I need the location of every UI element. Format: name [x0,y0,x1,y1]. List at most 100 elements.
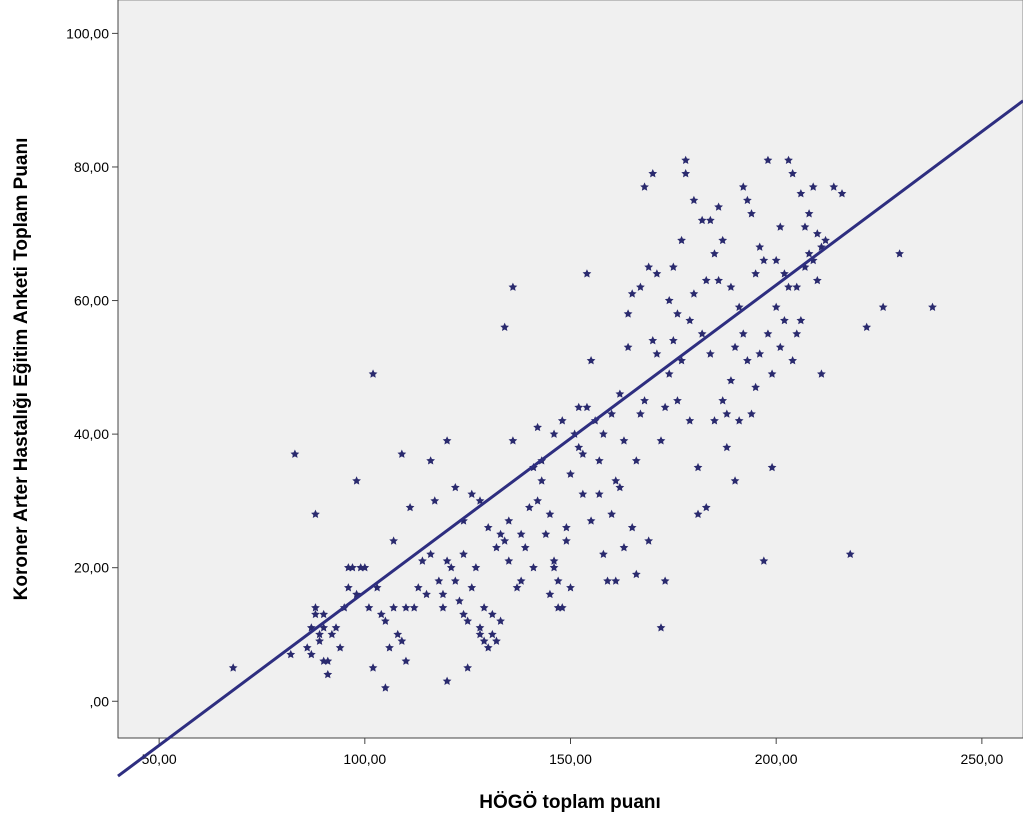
data-point [775,342,785,352]
data-point [401,656,411,665]
y-tick-label: 20,00 [74,560,109,576]
data-point [524,502,534,512]
data-point [664,295,674,305]
data-point [327,629,337,639]
data-point [743,195,752,205]
data-point [471,563,481,572]
data-point [734,416,744,425]
data-point [475,623,485,632]
data-point [372,583,382,592]
y-axis-title: Koroner Arter Hastalığı Eğitim Anketi To… [11,138,32,601]
data-point [677,235,686,245]
data-point [459,516,468,525]
data-point [627,289,637,298]
data-point [767,369,777,378]
data-point [545,589,555,599]
data-point [652,269,662,278]
data-point [812,229,822,238]
data-point [586,516,596,525]
data-point [549,556,559,565]
data-point [862,322,872,331]
data-point [644,536,654,545]
data-point [763,329,773,338]
data-point [738,182,748,191]
data-point [771,302,781,311]
data-point [228,663,238,672]
data-point [652,349,662,358]
y-tick-label: 40,00 [74,426,109,442]
data-point [541,529,551,539]
data-point [804,209,814,218]
data-point [315,629,324,639]
data-point [730,476,740,485]
data-point [685,315,695,325]
data-point [533,422,542,432]
data-point [784,155,793,165]
x-axis-ticks: 50,00 100,00 150,00 200,00 250,00 [142,738,1003,767]
data-point [718,235,728,245]
data-point [434,576,444,585]
data-points [228,155,937,692]
data-point [323,669,333,679]
data-point [730,342,740,352]
data-point [722,409,732,418]
data-point [722,442,732,452]
data-point [508,282,518,291]
data-point [508,436,518,445]
data-point [718,396,728,405]
data-point [627,523,637,532]
y-tick-label: 100,00 [66,25,109,41]
data-point [418,556,427,565]
data-point [343,583,353,592]
data-point [705,215,715,225]
data-point [804,249,814,258]
data-point [467,489,477,498]
data-point [455,596,464,605]
data-point [928,302,937,311]
data-point [483,643,493,652]
data-point [496,616,505,625]
data-point [763,155,773,165]
data-point [389,603,398,612]
data-point [409,603,419,612]
data-point [323,656,333,665]
data-point [352,476,361,485]
data-point [553,576,563,585]
data-point [599,429,608,438]
data-point [656,623,666,632]
data-point [619,543,629,552]
data-point [311,603,320,612]
data-point [685,416,695,425]
data-point [792,282,802,291]
data-point [368,369,378,378]
data-point [376,609,386,619]
data-point [348,563,357,572]
data-point [759,556,769,565]
data-point [545,509,555,518]
data-point [364,603,374,612]
data-point [611,576,621,585]
data-point [483,523,493,532]
data-point [442,556,452,565]
data-point [701,502,711,512]
data-point [895,249,904,258]
data-point [533,496,542,505]
data-point [475,629,485,639]
data-point [537,476,547,485]
data-point [426,549,436,559]
data-point [701,275,711,285]
data-point [743,356,752,365]
data-point [792,329,802,338]
y-tick-label: 60,00 [74,293,109,309]
data-point [607,409,617,418]
data-point [549,429,559,438]
data-point [603,576,612,585]
data-point [574,402,584,412]
data-point [446,563,456,572]
data-point [644,262,654,271]
data-point [636,282,645,291]
data-point [747,209,756,218]
data-point [315,636,324,645]
x-tick-label: 200,00 [755,751,798,767]
